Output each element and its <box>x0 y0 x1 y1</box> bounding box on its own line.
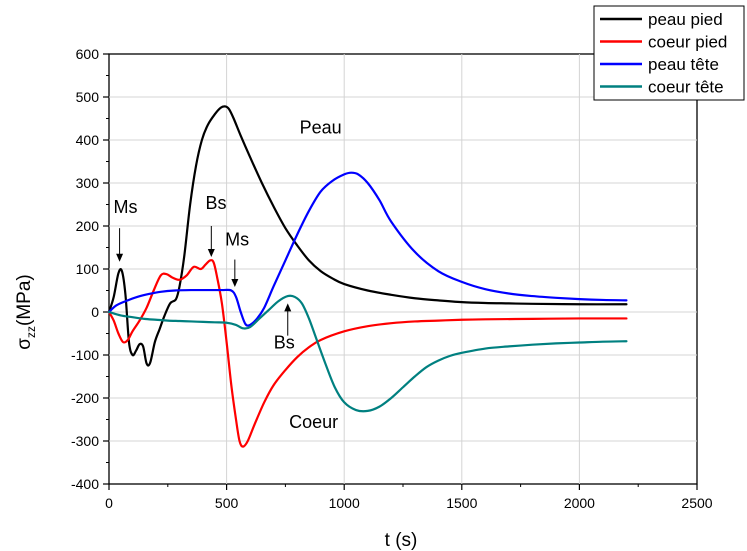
series-line-4 <box>107 294 628 413</box>
legend: peau pied coeur pied peau tête coeur tête <box>593 5 745 101</box>
y-tick-label: 500 <box>76 89 100 105</box>
y-tick-label: 100 <box>76 261 100 277</box>
y-axis-title-symbol: σ <box>14 338 35 350</box>
y-tick-label: -400 <box>71 476 99 492</box>
legend-label-3: peau tête <box>648 55 719 74</box>
x-tick-label: 0 <box>105 495 113 511</box>
plot-area: 0 500 1000 1500 2000 2500 -400 -300 -200 -100 0 100… <box>71 46 713 511</box>
y-tick-label: 300 <box>76 175 100 191</box>
legend-label-2: coeur pied <box>648 33 727 52</box>
annotation-arrow-head <box>284 303 292 312</box>
y-tick-label: -200 <box>71 390 99 406</box>
y-tick-label: 400 <box>76 132 100 148</box>
x-tick-label: 1000 <box>329 495 360 511</box>
annotation-arrow-head <box>231 279 239 288</box>
x-tick-label: 2000 <box>564 495 595 511</box>
legend-box <box>593 5 745 101</box>
y-tick-label: -100 <box>71 347 99 363</box>
annotation-label: Bs <box>206 193 227 213</box>
y-tick-label: 0 <box>91 304 99 320</box>
x-tick-label: 1500 <box>446 495 477 511</box>
y-tick-label: 200 <box>76 218 100 234</box>
annotation-label: Coeur <box>289 412 338 432</box>
x-axis-title: t (s) <box>385 530 418 551</box>
annotation-label: Ms <box>225 229 249 249</box>
y-tick-label: 600 <box>76 46 100 62</box>
y-axis-title-unit: (MPa) <box>14 274 35 326</box>
y-axis-title-subscript: zz <box>24 326 38 338</box>
series-line-3 <box>107 171 628 327</box>
grid <box>109 54 697 484</box>
series-line-2 <box>107 259 628 448</box>
series-line-1 <box>107 105 628 367</box>
annotation-layer: Ms Bs Ms Peau Bs Coeur <box>113 118 341 433</box>
annotation-label: Ms <box>113 197 137 217</box>
series-lines <box>107 105 628 448</box>
y-tick-label: -300 <box>71 433 99 449</box>
x-tick-label: 500 <box>215 495 239 511</box>
legend-label-1: peau pied <box>648 10 723 29</box>
annotation-arrow-head <box>116 253 124 262</box>
annotation-label: Bs <box>274 333 295 353</box>
y-axis-title: σzz(MPa) <box>14 274 38 349</box>
annotation-arrow-head <box>207 248 215 257</box>
x-tick-label: 2500 <box>681 495 712 511</box>
legend-label-4: coeur tête <box>648 78 724 97</box>
annotation-label: Peau <box>300 118 342 138</box>
axes: 0 500 1000 1500 2000 2500 -400 -300 -200 -100 0 100… <box>71 46 713 511</box>
